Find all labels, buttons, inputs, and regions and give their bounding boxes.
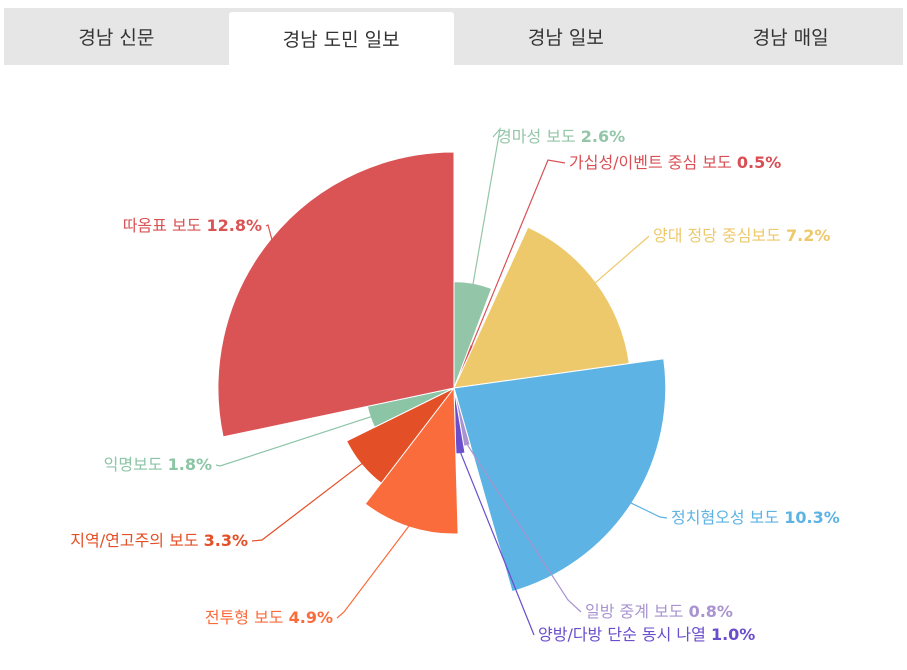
slice-label: 양대 정당 중심보도 7.2% [653,226,830,245]
slice-label-value: 1.0% [711,625,755,644]
pie-slice[interactable] [364,386,459,535]
slice-label-name: 가십성/이벤트 중심 보도 [569,153,737,172]
tab-label: 경남 일보 [527,27,604,49]
pie-slice[interactable] [217,151,455,438]
slice-label-name: 전투형 보도 [205,608,289,627]
slice-label: 따옴표 보도 12.8% [123,216,262,235]
slice-label-name: 양방/다방 단순 동시 나열 [538,625,711,644]
leader-line [336,524,411,619]
tab-gyeongnam-maeil[interactable]: 경남 매일 [678,8,903,65]
slice-label-value: 3.3% [204,531,248,550]
tab-label: 경남 신문 [78,27,155,49]
leader-line [251,462,364,542]
slice-label: 익명보도 1.8% [104,455,212,474]
tab-gyeongnam-ilbo[interactable]: 경남 일보 [454,8,679,65]
slice-label-value: 0.5% [737,153,781,172]
slice-label: 지역/연고주의 보도 3.3% [70,531,248,550]
leader-line [459,451,535,636]
leader-line [470,159,566,348]
slice-label: 일방 중계 보도 0.8% [585,602,733,621]
slice-label: 정치혐오성 보도 10.3% [671,508,840,527]
slice-label-value: 2.6% [581,127,625,146]
slice-label-name: 일방 중계 보도 [585,602,689,621]
slice-label-value: 7.2% [786,226,830,245]
slice-label-name: 익명보도 [104,455,168,474]
leader-line [472,126,501,286]
leader-line [215,415,373,467]
tab-gyeongnam-sinmun[interactable]: 경남 신문 [4,8,229,65]
slice-label-value: 4.9% [289,608,333,627]
slice-label-value: 0.8% [689,602,733,621]
slice-label-name: 경마성 보도 [497,127,581,146]
tab-label: 경남 매일 [752,27,829,49]
slice-label: 경마성 보도 2.6% [497,127,625,146]
slice-label-name: 양대 정당 중심보도 [653,226,786,245]
leader-line [594,235,650,285]
slice-label: 양방/다방 단순 동시 나열 1.0% [538,625,755,644]
slice-label-value: 10.3% [784,508,840,527]
leader-line [629,501,668,519]
slice-label-value: 12.8% [206,216,262,235]
slice-label: 전투형 보도 4.9% [205,608,333,627]
tab-gyeongnam-domin-ilbo[interactable]: 경남 도민 일보 [228,12,454,65]
tab-label: 경남 도민 일보 [282,29,400,51]
slice-label: 가십성/이벤트 중심 보도 0.5% [569,153,781,172]
pie-slice[interactable] [453,358,667,593]
leader-line [466,443,582,613]
slice-label-value: 1.8% [168,455,212,474]
slice-label-name: 지역/연고주의 보도 [70,531,203,550]
slice-label-name: 따옴표 보도 [123,216,207,235]
tab-bar: 경남 신문 경남 도민 일보 경남 일보 경남 매일 [4,8,903,65]
leader-line [265,224,273,241]
slice-label-name: 정치혐오성 보도 [671,508,784,527]
